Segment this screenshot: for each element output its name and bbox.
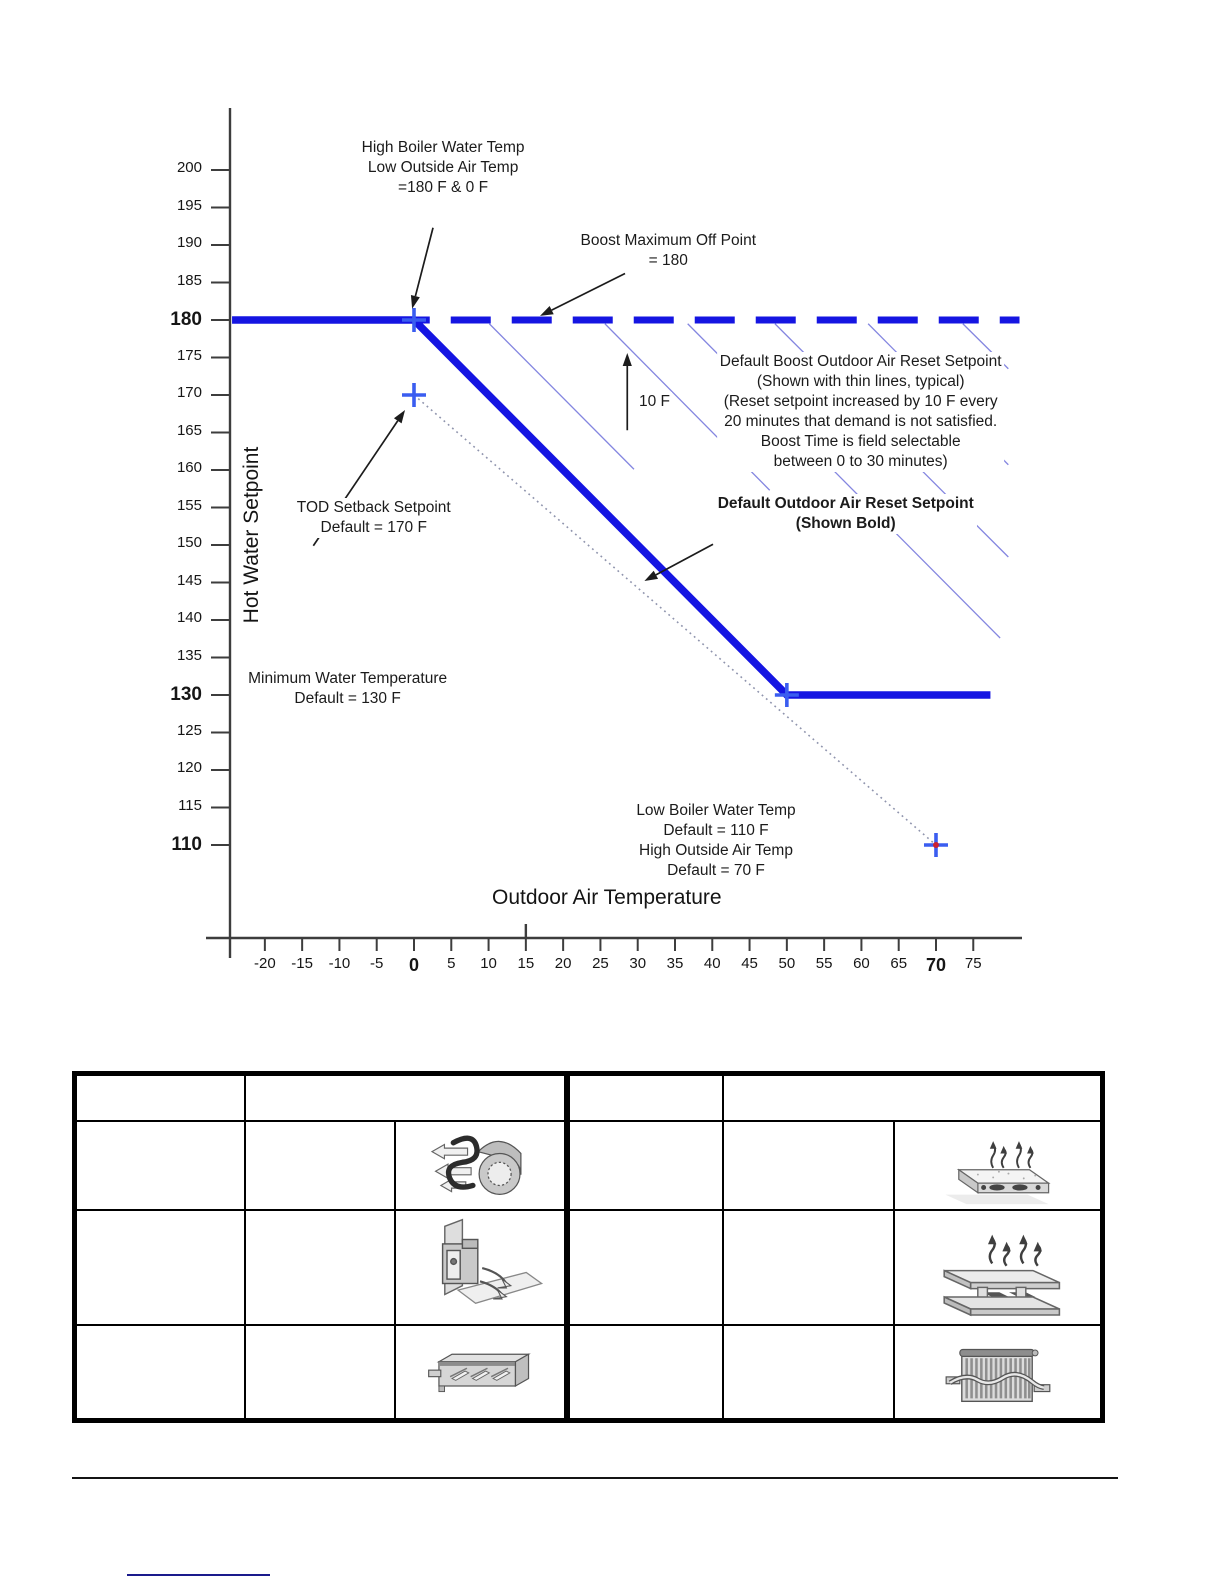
annotation-arrow [655, 543, 714, 576]
chart-canvas [206, 108, 1022, 958]
boost-reset-thin-line [867, 323, 1009, 466]
header-cell [243, 1072, 570, 1122]
boost-reset-thin-line [488, 323, 635, 470]
annotation-arrow [312, 420, 399, 547]
annotation-arrow [551, 272, 626, 311]
boost-reset-thin-line [774, 323, 1009, 558]
tod-setback-dotted [413, 394, 937, 846]
table-cell [73, 1119, 246, 1211]
radiant-floor-icon [895, 1122, 1101, 1208]
table-cell [565, 1208, 724, 1326]
table-header-row [73, 1072, 1104, 1122]
header-cell [565, 1072, 724, 1122]
default-outdoor-air-reset-bold [232, 316, 991, 699]
baseboard-convector-icon [396, 1330, 564, 1414]
boost-reset-thin-line [962, 323, 1009, 370]
table-cell [73, 1208, 246, 1326]
table-row [73, 1208, 1104, 1326]
table-cell [565, 1323, 724, 1422]
radiant-ceiling-panel-icon [895, 1213, 1101, 1321]
reset-setpoint-chart: Hot Water Setpoint Outdoor Air Temperatu… [170, 108, 1022, 975]
table-cell [565, 1119, 724, 1211]
radiator-icon [895, 1328, 1101, 1416]
fan-coil-unit-icon [396, 1125, 564, 1205]
table-row [73, 1119, 1104, 1211]
table-cell [243, 1119, 396, 1211]
marker-red-center [932, 842, 939, 848]
table-cell [73, 1323, 246, 1422]
unit-heater-icon [396, 1215, 564, 1319]
header-cell [721, 1072, 1104, 1122]
table-row [73, 1323, 1104, 1422]
boost-reset-thin-line [687, 323, 1001, 639]
annotation-arrow [414, 227, 434, 297]
footer-link-underline[interactable] [127, 1574, 270, 1576]
table-cell [721, 1323, 895, 1422]
table-cell [243, 1208, 396, 1326]
header-cell [73, 1072, 246, 1122]
table-cell [243, 1323, 396, 1422]
footer-divider-rule [72, 1477, 1118, 1479]
table-cell [721, 1208, 895, 1326]
table-cell [721, 1119, 895, 1211]
equipment-table [72, 1071, 1105, 1423]
